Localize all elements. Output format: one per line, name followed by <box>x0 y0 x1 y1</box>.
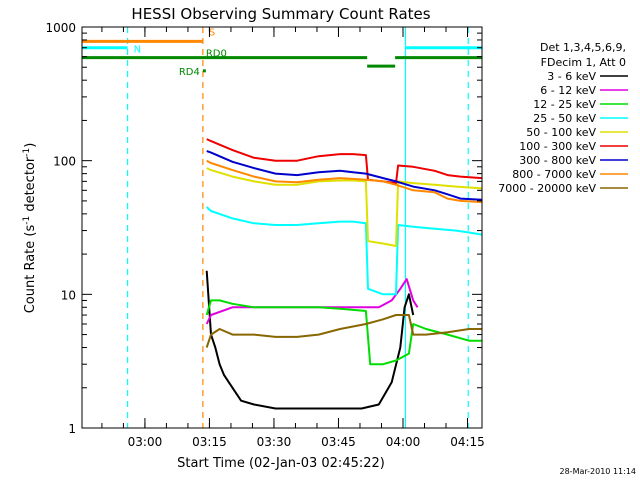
y-tick-label-1: 10 <box>61 288 76 302</box>
y-axis-label-sup1: -1 <box>22 216 32 225</box>
series-line-8 <box>205 314 482 348</box>
footer-timestamp: 28-Mar-2010 11:14 <box>560 467 637 476</box>
legend-label-4: 50 - 100 keV <box>526 126 596 139</box>
x-tick-label-1: 03:15 <box>192 435 227 449</box>
legend-label-2: 12 - 25 keV <box>533 98 596 111</box>
y-axis-label-end: ) <box>23 143 38 148</box>
legend-label-6: 300 - 800 keV <box>519 154 596 167</box>
flag-label-1: N <box>134 45 141 56</box>
x-axis-ticks: 03:00 03:15 03:30 03:45 04:00 04:15 <box>101 27 485 449</box>
y-tick-label-2: 100 <box>53 155 76 169</box>
series-line-7 <box>206 159 483 204</box>
legend-label-0: 3 - 6 keV <box>547 70 596 83</box>
legend-label-5: 100 - 300 keV <box>519 140 596 153</box>
series-line-1 <box>205 278 419 325</box>
flag-label-2: RD0 <box>206 49 227 60</box>
legend-header-line-1: Det 1,3,4,5,6,9, <box>540 41 626 54</box>
flag-label-0: S <box>209 27 215 38</box>
series-line-3 <box>206 206 483 296</box>
x-axis-label: Start Time (02-Jan-03 02:45:22) <box>177 456 385 471</box>
x-tick-label-2: 03:30 <box>257 435 292 449</box>
x-tick-label-5: 04:15 <box>450 435 485 449</box>
y-tick-label-3: 1000 <box>45 21 76 35</box>
plot-frame <box>81 26 483 429</box>
chart-title: HESSI Observing Summary Count Rates <box>131 5 430 23</box>
x-tick-label-0: 03:00 <box>128 435 163 449</box>
legend-label-8: 7000 - 20000 keV <box>498 182 596 195</box>
flag-bars: S N RD0 RD4 <box>82 27 482 78</box>
legend-header-line-2: FDecim 1, Att 0 <box>541 56 626 69</box>
legend-label-3: 25 - 50 keV <box>533 112 596 125</box>
y-axis-label-sup2: -1 <box>22 148 32 157</box>
y-axis-label-mid: detector <box>23 156 38 216</box>
series-line-6 <box>206 150 483 201</box>
vertical-markers <box>126 27 469 428</box>
series-line-4 <box>206 167 483 247</box>
x-tick-label-4: 04:00 <box>386 435 421 449</box>
series-line-2 <box>205 299 482 366</box>
legend-label-7: 800 - 7000 keV <box>512 168 596 181</box>
x-tick-label-3: 03:45 <box>321 435 356 449</box>
y-axis-ticks: 1 10 100 1000 <box>45 21 482 436</box>
series-line-0 <box>205 270 415 410</box>
series-line-5 <box>206 138 483 185</box>
flag-label-4: RD4 <box>179 67 200 78</box>
y-axis-label: Count Rate (s-1 detector-1) <box>22 143 38 314</box>
y-tick-label-0: 1 <box>68 422 76 436</box>
legend-label-1: 6 - 12 keV <box>540 84 596 97</box>
series-lines <box>205 138 483 410</box>
y-axis-label-main: Count Rate (s <box>23 225 38 314</box>
